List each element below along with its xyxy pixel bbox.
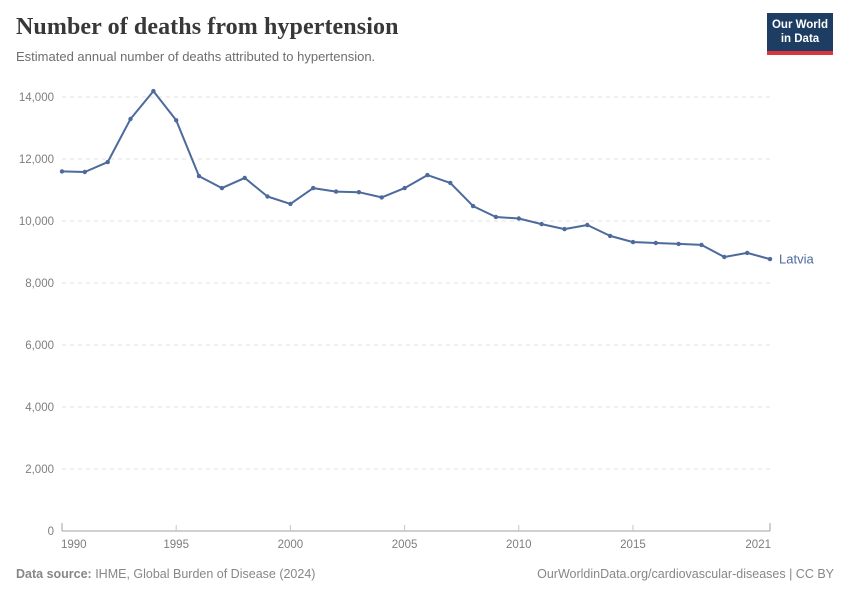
data-point[interactable] <box>174 118 179 123</box>
data-point[interactable] <box>242 175 247 181</box>
data-point[interactable] <box>448 180 453 186</box>
data-point[interactable] <box>630 239 636 245</box>
owid-logo[interactable]: Our World in Data <box>767 13 833 55</box>
y-tick-label: 10,000 <box>19 216 54 228</box>
data-point[interactable] <box>379 195 384 200</box>
data-point[interactable] <box>105 159 110 165</box>
x-tick-label: 1995 <box>163 539 189 551</box>
data-point[interactable] <box>562 226 567 232</box>
x-tick-label: 2015 <box>620 539 646 551</box>
data-point[interactable] <box>745 250 750 256</box>
chart-subtitle: Estimated annual number of deaths attrib… <box>16 49 376 64</box>
page-title: Number of deaths from hypertension <box>16 14 399 40</box>
data-point[interactable] <box>356 190 362 195</box>
chart-footer: Data source: IHME, Global Burden of Dise… <box>16 567 834 581</box>
data-point[interactable] <box>425 172 430 178</box>
y-tick-label: 2,000 <box>25 464 54 476</box>
x-tick-label: 1990 <box>61 539 87 551</box>
x-tick-label: 2010 <box>506 539 532 551</box>
data-point[interactable] <box>82 169 88 175</box>
data-point[interactable] <box>59 169 65 174</box>
data-point[interactable] <box>265 194 270 199</box>
y-tick-label: 14,000 <box>19 92 54 104</box>
x-tick-label: 2021 <box>745 539 771 551</box>
y-tick-label: 4,000 <box>25 402 54 414</box>
data-point[interactable] <box>767 256 773 262</box>
owid-logo-line2: in Data <box>780 33 820 46</box>
owid-logo-line1: Our World <box>771 19 828 31</box>
data-point[interactable] <box>288 201 293 207</box>
data-point[interactable] <box>219 185 225 191</box>
data-source-label: Data source: <box>16 567 92 581</box>
data-point[interactable] <box>653 240 658 246</box>
data-point[interactable] <box>311 185 316 191</box>
data-point[interactable] <box>699 242 704 248</box>
data-point[interactable] <box>539 221 544 227</box>
data-point[interactable] <box>196 173 202 179</box>
data-point[interactable] <box>470 203 476 209</box>
line-chart[interactable]: 0 2,000 4,000 6,000 8,000 10,000 12,000 14,000 1… <box>0 80 850 556</box>
data-point[interactable] <box>333 189 339 194</box>
series-label[interactable]: Latvia <box>779 252 814 267</box>
y-tick-label: 12,000 <box>19 154 54 166</box>
data-point[interactable] <box>493 214 499 220</box>
data-point[interactable] <box>676 241 681 247</box>
data-point[interactable] <box>607 233 613 239</box>
data-point[interactable] <box>516 216 521 221</box>
series-line[interactable] <box>61 90 771 261</box>
x-tick-label: 2005 <box>392 539 418 551</box>
y-tick-label: 6,000 <box>25 340 54 352</box>
data-source-text: IHME, Global Burden of Disease (2024) <box>91 567 316 581</box>
data-point[interactable] <box>722 254 727 260</box>
data-point[interactable] <box>402 185 407 191</box>
chart-header: Number of deaths from hypertension Estim… <box>16 14 750 64</box>
y-tick-label: 8,000 <box>25 278 54 290</box>
y-tick-label: 0 <box>48 526 54 538</box>
data-point[interactable] <box>128 116 133 122</box>
attribution-link[interactable]: OurWorldinData.org/cardiovascular-diseas… <box>537 567 834 581</box>
data-point[interactable] <box>151 88 156 94</box>
data-source: Data source: IHME, Global Burden of Dise… <box>16 567 315 581</box>
x-tick-label: 2000 <box>278 539 304 551</box>
data-point[interactable] <box>585 222 590 228</box>
